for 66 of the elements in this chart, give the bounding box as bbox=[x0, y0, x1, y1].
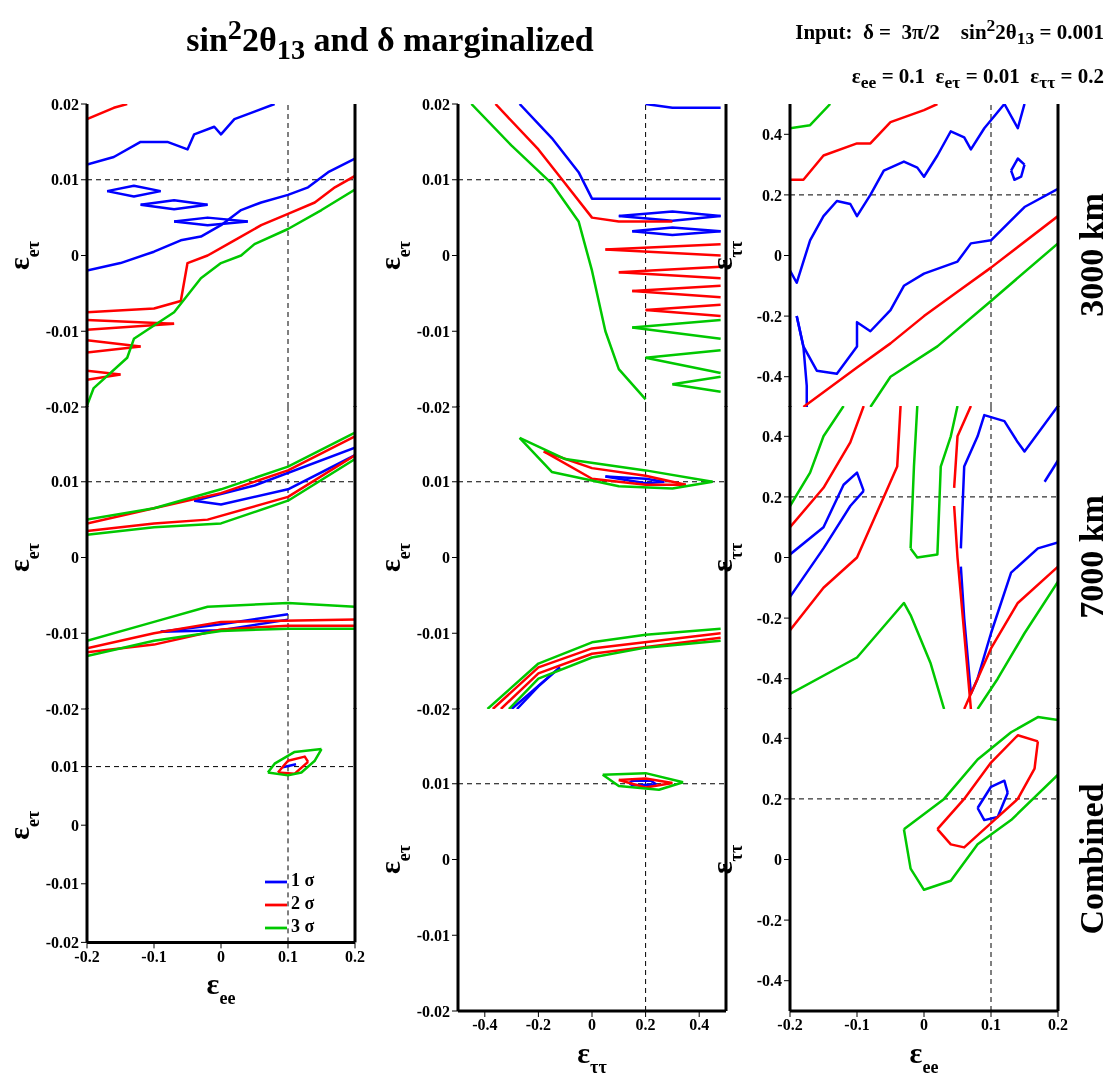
y-tick-label: 0.02 bbox=[422, 95, 450, 113]
y-tick-label: -0.01 bbox=[416, 624, 450, 642]
x-tick-label: -0.1 bbox=[844, 1016, 870, 1034]
y-tick-label: -0.01 bbox=[416, 322, 450, 340]
y-tick-label: 0.01 bbox=[422, 473, 450, 491]
y-tick-label: 0.01 bbox=[51, 171, 79, 189]
y-tick-label: 0 bbox=[774, 851, 782, 869]
x-axis-title: ε$_{ee}$ bbox=[909, 1036, 939, 1077]
x-tick-label: 0 bbox=[920, 1016, 928, 1034]
y-tick-label: -0.4 bbox=[756, 670, 782, 688]
text: 7000 km bbox=[1073, 495, 1111, 619]
y-tick-label: 0.02 bbox=[51, 95, 79, 113]
y-tick-label: 0 bbox=[442, 851, 450, 869]
y-tick-label: 0.4 bbox=[762, 125, 782, 143]
y-tick-label: -0.4 bbox=[756, 368, 782, 386]
y-tick-label: 0.4 bbox=[762, 729, 782, 747]
y-tick-label: 0.2 bbox=[762, 488, 782, 506]
x-tick-label: 0.1 bbox=[278, 947, 298, 965]
text: ε$_{ee}$ = 0.1 ε$_{eτ}$ = 0.01 ε$_{ττ}$ = 0.2 bbox=[850, 63, 1104, 95]
y-tick-label: -0.02 bbox=[416, 700, 450, 718]
text: Input: δ = 3π/2 sin$^{2}$2θ$_{13}$ = 0.001 bbox=[795, 14, 1104, 51]
y-tick-label: 0 bbox=[442, 549, 450, 567]
y-tick-label: 0.01 bbox=[422, 775, 450, 793]
text: 3000 km bbox=[1073, 193, 1111, 317]
y-tick-label: -0.02 bbox=[45, 398, 79, 416]
y-tick-label: 0.01 bbox=[51, 758, 79, 776]
x-tick-label: 0 bbox=[217, 947, 225, 965]
y-tick-label: 0.2 bbox=[762, 790, 782, 808]
text: Combined bbox=[1073, 783, 1111, 935]
x-tick-label: 0.2 bbox=[1048, 1016, 1068, 1034]
y-tick-label: 0 bbox=[71, 549, 79, 567]
y-tick-label: 0 bbox=[774, 247, 782, 265]
y-tick-label: -0.2 bbox=[756, 609, 782, 627]
x-tick-label: -0.4 bbox=[472, 1016, 498, 1034]
y-tick-label: -0.02 bbox=[45, 700, 79, 718]
x-tick-label: -0.1 bbox=[141, 947, 167, 965]
legend-label: 2 σ bbox=[291, 892, 315, 913]
y-tick-label: 0.2 bbox=[762, 186, 782, 204]
legend-label: 1 σ bbox=[291, 870, 315, 890]
y-tick-label: 0.01 bbox=[422, 171, 450, 189]
y-tick-label: 0 bbox=[774, 549, 782, 567]
legend-label: 3 σ bbox=[291, 915, 315, 936]
y-tick-label: -0.4 bbox=[756, 972, 782, 990]
x-tick-label: 0.2 bbox=[635, 1016, 656, 1034]
y-tick-label: -0.2 bbox=[756, 307, 782, 325]
y-tick-label: 0 bbox=[71, 816, 79, 834]
y-tick-label: -0.02 bbox=[416, 398, 450, 416]
y-tick-label: 0.01 bbox=[51, 473, 79, 491]
x-tick-label: 0.1 bbox=[981, 1016, 1001, 1034]
x-tick-label: 0.4 bbox=[689, 1016, 710, 1034]
y-tick-label: -0.02 bbox=[416, 1002, 450, 1020]
x-axis-title: ε$_{ττ}$ bbox=[577, 1036, 608, 1077]
y-tick-label: 0.4 bbox=[762, 427, 782, 445]
y-tick-label: -0.01 bbox=[45, 322, 79, 340]
y-tick-label: -0.2 bbox=[756, 911, 782, 929]
x-tick-label: 0 bbox=[588, 1016, 596, 1034]
y-tick-label: 0 bbox=[442, 247, 450, 265]
y-tick-label: 0 bbox=[71, 247, 79, 265]
x-axis-title: ε$_{ee}$ bbox=[206, 967, 236, 1009]
y-tick-label: -0.01 bbox=[416, 926, 450, 944]
y-tick-label: -0.01 bbox=[45, 875, 79, 893]
y-tick-label: -0.01 bbox=[45, 624, 79, 642]
y-tick-label: -0.02 bbox=[45, 934, 79, 952]
x-tick-label: 0.2 bbox=[345, 947, 365, 965]
chart-title: sin$^{2}$2θ$_{13}$ and δ marginalized bbox=[185, 14, 595, 67]
x-tick-label: -0.2 bbox=[525, 1016, 552, 1034]
